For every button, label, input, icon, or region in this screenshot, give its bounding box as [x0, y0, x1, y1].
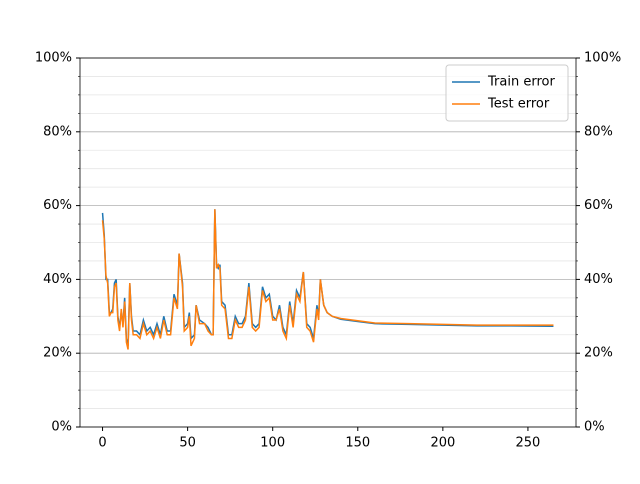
x-tick-label: 250 [516, 436, 541, 451]
y-tick-label: 40% [43, 272, 72, 287]
y2-tick-label: 0% [584, 420, 605, 435]
y2-tick-label: 40% [584, 272, 613, 287]
legend-box [445, 64, 569, 122]
x-tick-label: 150 [345, 436, 370, 451]
y-tick-label: 80% [43, 124, 72, 139]
axes-frame [79, 57, 577, 428]
y-tick-label: 0% [51, 420, 72, 435]
series-line [101, 209, 554, 350]
x-tick-label: 0 [98, 436, 106, 451]
y-tick-label: 20% [43, 346, 72, 361]
y2-tick-label: 20% [584, 346, 613, 361]
legend-label: Test error [487, 97, 550, 112]
y2-tick-label: 80% [584, 124, 613, 139]
y2-tick-label: 100% [584, 51, 621, 66]
legend-label: Train error [487, 75, 555, 90]
x-tick-label: 100 [260, 436, 285, 451]
y-tick-label: 60% [43, 198, 72, 213]
y2-tick-label: 60% [584, 198, 613, 213]
x-tick-label: 50 [179, 436, 196, 451]
y-tick-label: 100% [35, 51, 72, 66]
x-tick-label: 200 [430, 436, 455, 451]
